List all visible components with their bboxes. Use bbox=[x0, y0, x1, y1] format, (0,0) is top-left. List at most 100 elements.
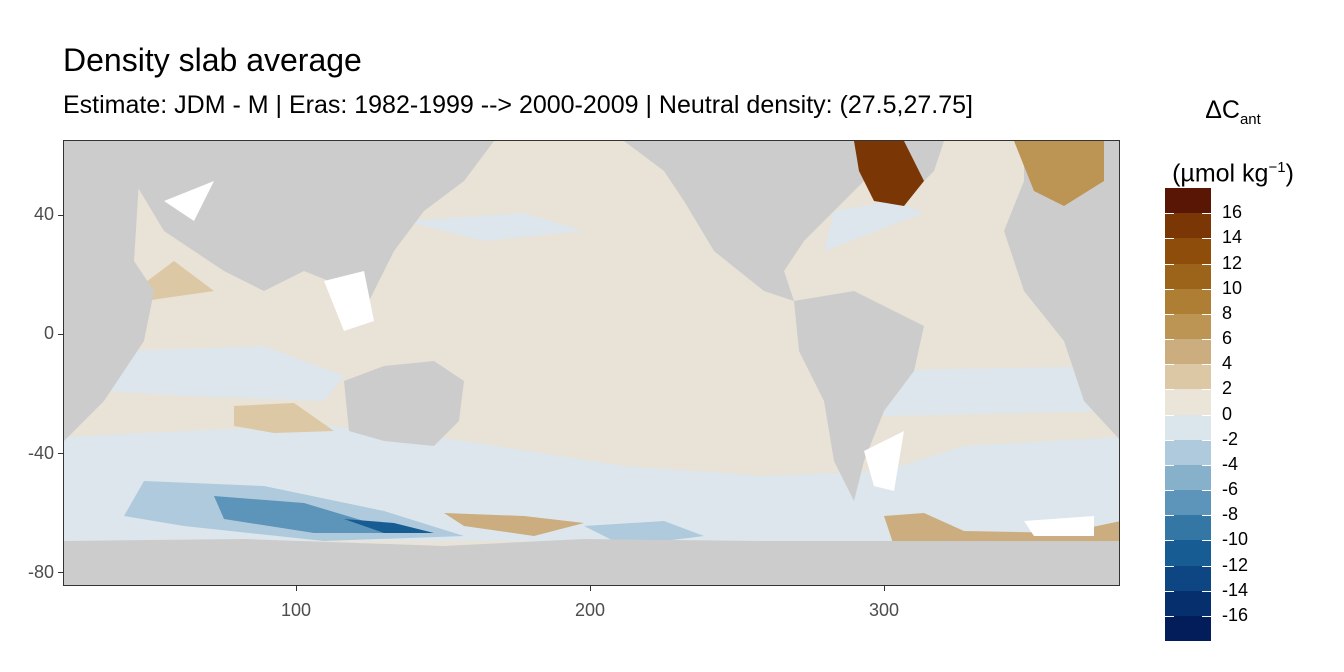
colorbar-label: 6 bbox=[1222, 328, 1233, 348]
colorbar-label: 2 bbox=[1222, 378, 1233, 399]
x-tick-mark bbox=[884, 586, 885, 591]
x-tick-label: 200 bbox=[574, 600, 606, 620]
y-tick-label: 0 bbox=[43, 323, 54, 343]
colorbar-segment bbox=[1165, 565, 1211, 592]
colorbar-segment bbox=[1165, 188, 1211, 214]
colorbar-segment bbox=[1165, 389, 1211, 415]
y-tick-label: -80 bbox=[27, 562, 54, 582]
colorbar-segment bbox=[1165, 490, 1211, 516]
colorbar-tick bbox=[1165, 288, 1174, 290]
missing-data-patch bbox=[1024, 516, 1094, 536]
plot-title: Density slab average bbox=[63, 42, 362, 78]
y-tick-mark bbox=[58, 334, 63, 335]
colorbar-tick bbox=[1165, 213, 1174, 215]
colorbar-segment bbox=[1165, 213, 1211, 239]
africa-east-land bbox=[1004, 141, 1119, 439]
colorbar-segment bbox=[1165, 414, 1211, 441]
south-america-land bbox=[794, 291, 924, 501]
labrador-max-positive bbox=[854, 141, 924, 206]
y-tick-label: -40 bbox=[27, 443, 54, 463]
colorbar-tick bbox=[1165, 590, 1174, 592]
colorbar-segment bbox=[1165, 439, 1211, 466]
missing-data-patch bbox=[864, 431, 904, 491]
colorbar-segment bbox=[1165, 615, 1211, 642]
colorbar-segment bbox=[1165, 263, 1211, 290]
colorbar-tick bbox=[1202, 515, 1211, 517]
colorbar-label: -4 bbox=[1222, 453, 1239, 474]
colorbar-tick bbox=[1202, 238, 1211, 240]
colorbar-tick bbox=[1165, 615, 1174, 617]
colorbar-label: 4 bbox=[1222, 353, 1233, 374]
colorbar-segment bbox=[1165, 288, 1211, 315]
colorbar-tick bbox=[1202, 565, 1211, 567]
colorbar-segment bbox=[1165, 313, 1211, 340]
colorbar-label: -14 bbox=[1222, 579, 1249, 600]
legend-title-subscript: ant bbox=[1239, 111, 1261, 128]
colorbar-tick bbox=[1202, 414, 1211, 416]
x-tick-label: 100 bbox=[280, 600, 312, 620]
colorbar-tick bbox=[1202, 263, 1211, 265]
colorbar-segment bbox=[1165, 464, 1211, 491]
colorbar-tick bbox=[1202, 313, 1211, 315]
colorbar-tick bbox=[1165, 439, 1174, 441]
north-pacific-patch bbox=[404, 213, 584, 241]
colorbar-label: -2 bbox=[1222, 428, 1239, 449]
y-tick-label: 40 bbox=[33, 204, 54, 224]
colorbar-tick bbox=[1202, 339, 1211, 340]
colorbar-tick bbox=[1165, 490, 1174, 491]
colorbar-segment bbox=[1165, 364, 1211, 390]
colorbar-label: -10 bbox=[1222, 529, 1249, 550]
legend-unit-text: (µmol kg bbox=[1172, 159, 1269, 188]
colorbar-segment bbox=[1165, 540, 1211, 566]
colorbar bbox=[1165, 188, 1211, 642]
colorbar-tick bbox=[1202, 389, 1211, 391]
north-atlantic-patch bbox=[824, 201, 924, 251]
southern-positive-band bbox=[444, 513, 584, 536]
colorbar-tick bbox=[1165, 313, 1174, 315]
nordic-positive-patch bbox=[1014, 141, 1104, 206]
legend-title: ΔCant (µmol kg−1) bbox=[1163, 86, 1303, 197]
colorbar-label: -16 bbox=[1222, 604, 1249, 625]
colorbar-tick bbox=[1202, 464, 1211, 466]
colorbar-tick bbox=[1165, 364, 1174, 366]
colorbar-tick bbox=[1202, 540, 1211, 542]
plot-subtitle: Estimate: JDM - M | Eras: 1982-1999 --> … bbox=[63, 91, 973, 119]
colorbar-segment bbox=[1165, 339, 1211, 365]
map-canvas bbox=[64, 141, 1119, 585]
colorbar-tick bbox=[1165, 238, 1174, 240]
colorbar-segment bbox=[1165, 515, 1211, 541]
colorbar-tick bbox=[1165, 339, 1174, 340]
colorbar-label: 8 bbox=[1222, 302, 1233, 323]
colorbar-label: 16 bbox=[1222, 202, 1243, 223]
australia-land bbox=[344, 361, 464, 446]
colorbar-tick bbox=[1202, 615, 1211, 617]
legend-unit-close: ) bbox=[1285, 159, 1294, 188]
colorbar-tick bbox=[1202, 490, 1211, 491]
colorbar-tick bbox=[1202, 288, 1211, 290]
y-tick-mark bbox=[58, 215, 63, 216]
colorbar-tick bbox=[1165, 263, 1174, 265]
x-tick-mark bbox=[590, 586, 591, 591]
legend-unit-exponent: −1 bbox=[1268, 159, 1286, 176]
colorbar-segment bbox=[1165, 238, 1211, 264]
colorbar-label: -8 bbox=[1222, 504, 1239, 525]
colorbar-segment bbox=[1165, 590, 1211, 617]
missing-data-patch bbox=[324, 271, 374, 331]
colorbar-tick bbox=[1165, 389, 1174, 391]
colorbar-tick bbox=[1165, 540, 1174, 542]
x-tick-mark bbox=[296, 586, 297, 591]
colorbar-label: 0 bbox=[1222, 403, 1233, 424]
eurasia-land bbox=[124, 141, 494, 311]
indian-ocean-band bbox=[104, 346, 344, 401]
missing-data-patch bbox=[164, 181, 214, 221]
colorbar-tick bbox=[1165, 565, 1174, 567]
indian-positive-patch bbox=[234, 403, 334, 433]
colorbar-label: 12 bbox=[1222, 252, 1243, 273]
south-atlantic-band bbox=[844, 366, 1119, 416]
colorbar-tick bbox=[1202, 213, 1211, 215]
colorbar-tick bbox=[1202, 590, 1211, 592]
colorbar-label: 10 bbox=[1222, 277, 1243, 298]
colorbar-tick bbox=[1202, 439, 1211, 441]
colorbar-label: 14 bbox=[1222, 227, 1243, 248]
colorbar-tick bbox=[1165, 464, 1174, 466]
